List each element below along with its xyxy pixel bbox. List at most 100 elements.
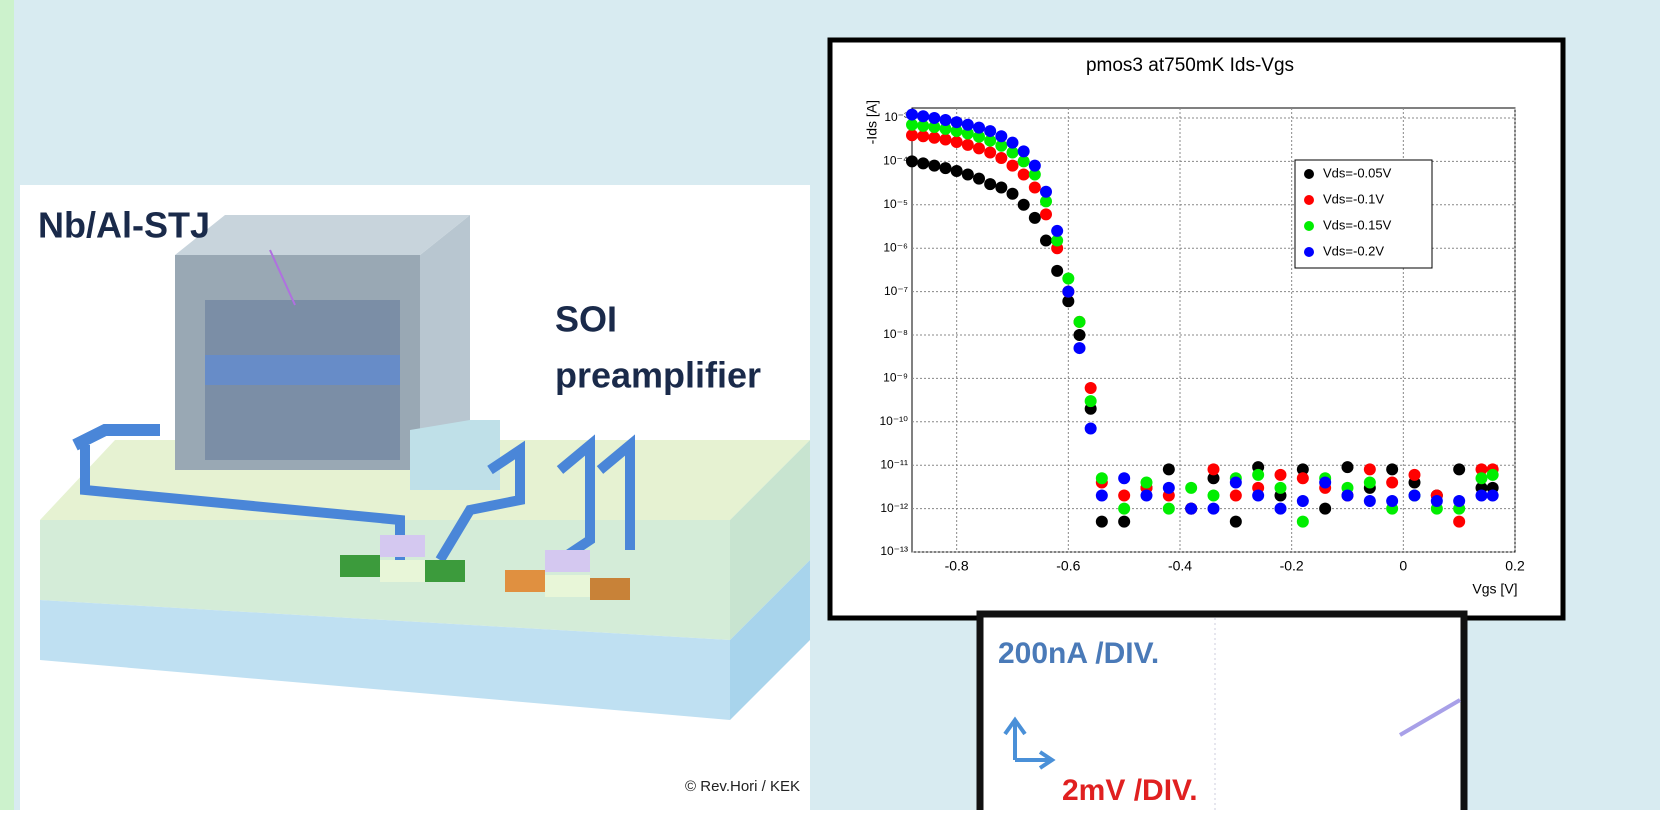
point <box>1275 503 1287 515</box>
point <box>1364 476 1376 488</box>
point <box>1118 490 1130 502</box>
point <box>1141 490 1153 502</box>
point <box>1074 316 1086 328</box>
y-tick-label: 10⁻⁶ <box>883 240 908 254</box>
stj-label: Nb/Al-STJ <box>38 205 210 246</box>
point <box>1453 463 1465 475</box>
point <box>1386 495 1398 507</box>
point <box>1409 469 1421 481</box>
point <box>1040 186 1052 198</box>
point <box>1085 423 1097 435</box>
point <box>1007 160 1019 172</box>
credit: © Rev.Hori / KEK <box>685 778 800 795</box>
point <box>1029 182 1041 194</box>
point <box>1185 503 1197 515</box>
point <box>1074 329 1086 341</box>
point <box>917 157 929 169</box>
point <box>1230 490 1242 502</box>
point <box>1208 503 1220 515</box>
y-tick-label: 10⁻⁵ <box>883 197 908 211</box>
legend-label: Vds=-0.1V <box>1323 191 1384 206</box>
point <box>1185 482 1197 494</box>
point <box>1252 469 1264 481</box>
point <box>1453 516 1465 528</box>
legend-label: Vds=-0.15V <box>1323 217 1392 232</box>
point <box>962 168 974 180</box>
point <box>1062 286 1074 298</box>
point <box>1487 490 1499 502</box>
point <box>1386 476 1398 488</box>
point <box>1252 490 1264 502</box>
point <box>1208 463 1220 475</box>
point <box>1319 503 1331 515</box>
point <box>1118 472 1130 484</box>
point <box>962 119 974 131</box>
legend-marker <box>1304 221 1314 231</box>
point <box>1487 469 1499 481</box>
point <box>1118 503 1130 515</box>
point <box>1118 516 1130 528</box>
point <box>984 147 996 159</box>
legend-marker <box>1304 169 1314 179</box>
point <box>995 182 1007 194</box>
point <box>1029 212 1041 224</box>
x-tick-label: -0.8 <box>945 558 969 574</box>
point <box>1018 168 1030 180</box>
point <box>917 110 929 122</box>
point <box>951 136 963 148</box>
point <box>1018 199 1030 211</box>
point <box>906 155 918 167</box>
soi-label: SOI <box>555 299 617 340</box>
plot: 10⁻¹³10⁻¹²10⁻¹¹10⁻¹⁰10⁻⁹10⁻⁸10⁻⁷10⁻⁶10⁻⁵… <box>880 108 1525 574</box>
point <box>1342 461 1354 473</box>
point <box>1085 395 1097 407</box>
y-tick-label: 10⁻⁴ <box>883 154 908 168</box>
point <box>1297 516 1309 528</box>
point <box>1409 490 1421 502</box>
voltage-div-label: 2mV /DIV. <box>1062 774 1198 807</box>
point <box>1364 495 1376 507</box>
point <box>995 130 1007 142</box>
x-axis-label: Vgs [V] <box>1472 581 1517 597</box>
point <box>1163 503 1175 515</box>
x-tick-label: -0.4 <box>1168 558 1192 574</box>
point <box>1476 472 1488 484</box>
legend-marker <box>1304 247 1314 257</box>
point <box>962 139 974 151</box>
point <box>1319 476 1331 488</box>
point <box>1431 495 1443 507</box>
point <box>1476 490 1488 502</box>
current-div-label: 200nA /DIV. <box>998 637 1159 670</box>
point <box>1051 225 1063 237</box>
point <box>940 162 952 174</box>
point <box>1040 208 1052 220</box>
point <box>1007 137 1019 149</box>
y-axis-label: -Ids [A] <box>864 100 880 144</box>
point <box>1297 495 1309 507</box>
slide: Nb/Al-STJ SOI preamplifier © Rev.Hori / … <box>0 0 1660 810</box>
point <box>928 160 940 172</box>
y-tick-label: 10⁻¹⁰ <box>880 414 909 428</box>
y-tick-label: 10⁻¹³ <box>880 544 908 558</box>
y-tick-label: 10⁻¹² <box>880 501 908 515</box>
point <box>1040 235 1052 247</box>
x-tick-label: -0.6 <box>1056 558 1080 574</box>
point <box>951 165 963 177</box>
page: Nb/Al-STJ SOI preamplifier © Rev.Hori / … <box>0 0 1660 815</box>
point <box>1096 516 1108 528</box>
point <box>984 125 996 137</box>
point <box>1230 476 1242 488</box>
point <box>1364 463 1376 475</box>
point <box>973 173 985 185</box>
point <box>973 122 985 134</box>
y-tick-label: 10⁻⁸ <box>883 327 908 341</box>
point <box>1074 342 1086 354</box>
point <box>940 133 952 145</box>
point <box>940 114 952 126</box>
point <box>1051 265 1063 277</box>
legend-label: Vds=-0.05V <box>1323 165 1392 180</box>
point <box>973 142 985 154</box>
point <box>1297 472 1309 484</box>
point <box>1163 463 1175 475</box>
x-tick-label: -0.2 <box>1280 558 1304 574</box>
